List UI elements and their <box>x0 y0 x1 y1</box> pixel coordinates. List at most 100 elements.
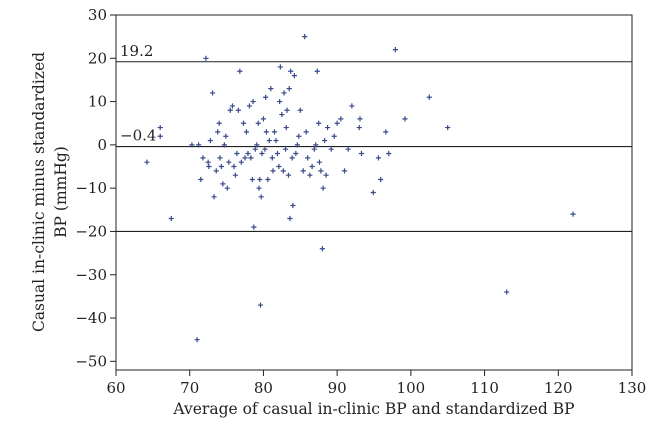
data-point <box>262 146 268 152</box>
data-point <box>282 146 289 152</box>
data-point <box>226 159 232 165</box>
data-point <box>305 155 311 161</box>
data-point <box>265 176 271 183</box>
data-point <box>324 124 331 131</box>
data-point <box>303 129 309 135</box>
data-point <box>357 116 363 122</box>
data-point <box>270 168 276 174</box>
data-point <box>240 120 247 126</box>
data-point <box>243 129 250 135</box>
y-tick-label: 20 <box>88 49 107 67</box>
data-point <box>242 155 248 161</box>
data-point <box>259 150 265 157</box>
x-axis: 60 70 80 90 100 110 120 130 <box>106 370 646 397</box>
data-point <box>277 64 283 70</box>
data-point <box>386 150 392 157</box>
data-point <box>224 185 230 191</box>
data-point <box>144 159 150 165</box>
data-point <box>235 107 241 113</box>
data-point <box>255 120 261 126</box>
x-tick-label: 90 <box>328 379 347 397</box>
data-point <box>328 146 334 152</box>
data-point <box>323 172 329 178</box>
y-axis-title: Casual in-clinic minus standardized BP (… <box>30 52 70 332</box>
data-point <box>238 159 244 165</box>
data-point <box>378 176 384 183</box>
data-point <box>313 142 319 148</box>
data-point <box>168 215 174 222</box>
data-point <box>218 163 225 170</box>
data-point <box>276 163 282 170</box>
data-point <box>195 142 202 148</box>
data-point <box>258 194 264 200</box>
data-point <box>392 47 398 53</box>
y-tick-label: −20 <box>75 222 107 240</box>
data-point <box>229 103 236 109</box>
data-point <box>445 124 451 131</box>
data-point <box>209 90 216 96</box>
data-point <box>294 142 300 148</box>
data-point <box>296 133 302 139</box>
data-point <box>245 150 251 157</box>
data-point <box>232 172 239 178</box>
data-point <box>263 129 269 135</box>
y-axis: −50 −40 −30 −20 −10 0 10 20 30 <box>75 6 116 370</box>
data-point <box>316 120 322 126</box>
data-point <box>277 98 283 105</box>
data-point <box>266 137 272 144</box>
data-point <box>194 337 200 343</box>
data-point <box>300 168 306 174</box>
reference-line-label: 19.2 <box>120 42 153 60</box>
data-point <box>280 168 286 174</box>
y-tick-label: −50 <box>75 352 107 370</box>
x-tick-label: 60 <box>106 379 125 397</box>
data-point <box>157 124 163 131</box>
reference-lines: 19.2 −0.4 <box>116 42 632 233</box>
x-tick-label: 110 <box>470 379 499 397</box>
data-point <box>356 124 362 131</box>
data-point <box>260 116 267 122</box>
data-point <box>273 137 279 144</box>
data-point <box>307 172 313 178</box>
data-point <box>311 146 317 152</box>
data-point <box>249 176 255 183</box>
data-point <box>237 68 243 74</box>
data-point <box>279 111 285 118</box>
data-point <box>198 176 204 183</box>
data-point <box>314 68 320 74</box>
data-point <box>215 129 221 135</box>
data-point <box>319 246 325 252</box>
data-point <box>248 155 254 161</box>
data-point <box>250 98 256 105</box>
data-point <box>263 94 269 100</box>
data-point <box>504 289 510 295</box>
data-point <box>284 107 290 113</box>
data-point <box>268 85 274 92</box>
data-point <box>189 142 195 148</box>
data-point <box>302 34 308 40</box>
data-point <box>320 185 326 191</box>
data-point <box>283 124 289 131</box>
data-point <box>349 103 355 109</box>
data-point <box>220 181 226 187</box>
data-point <box>205 159 211 165</box>
reference-line-label: −0.4 <box>120 127 156 145</box>
y-tick-label: −10 <box>75 179 107 197</box>
data-point <box>256 185 262 191</box>
x-tick-label: 120 <box>544 379 573 397</box>
y-tick-label: −40 <box>75 309 107 327</box>
data-point <box>281 90 287 96</box>
data-point <box>318 168 324 174</box>
y-tick-label: −30 <box>75 266 107 284</box>
data-point <box>297 107 303 113</box>
y-tick-label: 0 <box>97 136 107 154</box>
data-point <box>274 150 281 157</box>
data-point <box>309 163 315 170</box>
data-point <box>345 146 351 152</box>
y-tick-label: 30 <box>88 6 107 24</box>
data-point <box>217 155 223 161</box>
data-point <box>251 224 257 230</box>
data-point <box>216 120 222 126</box>
y-axis-title-line-2: BP (mmHg) <box>52 146 70 238</box>
